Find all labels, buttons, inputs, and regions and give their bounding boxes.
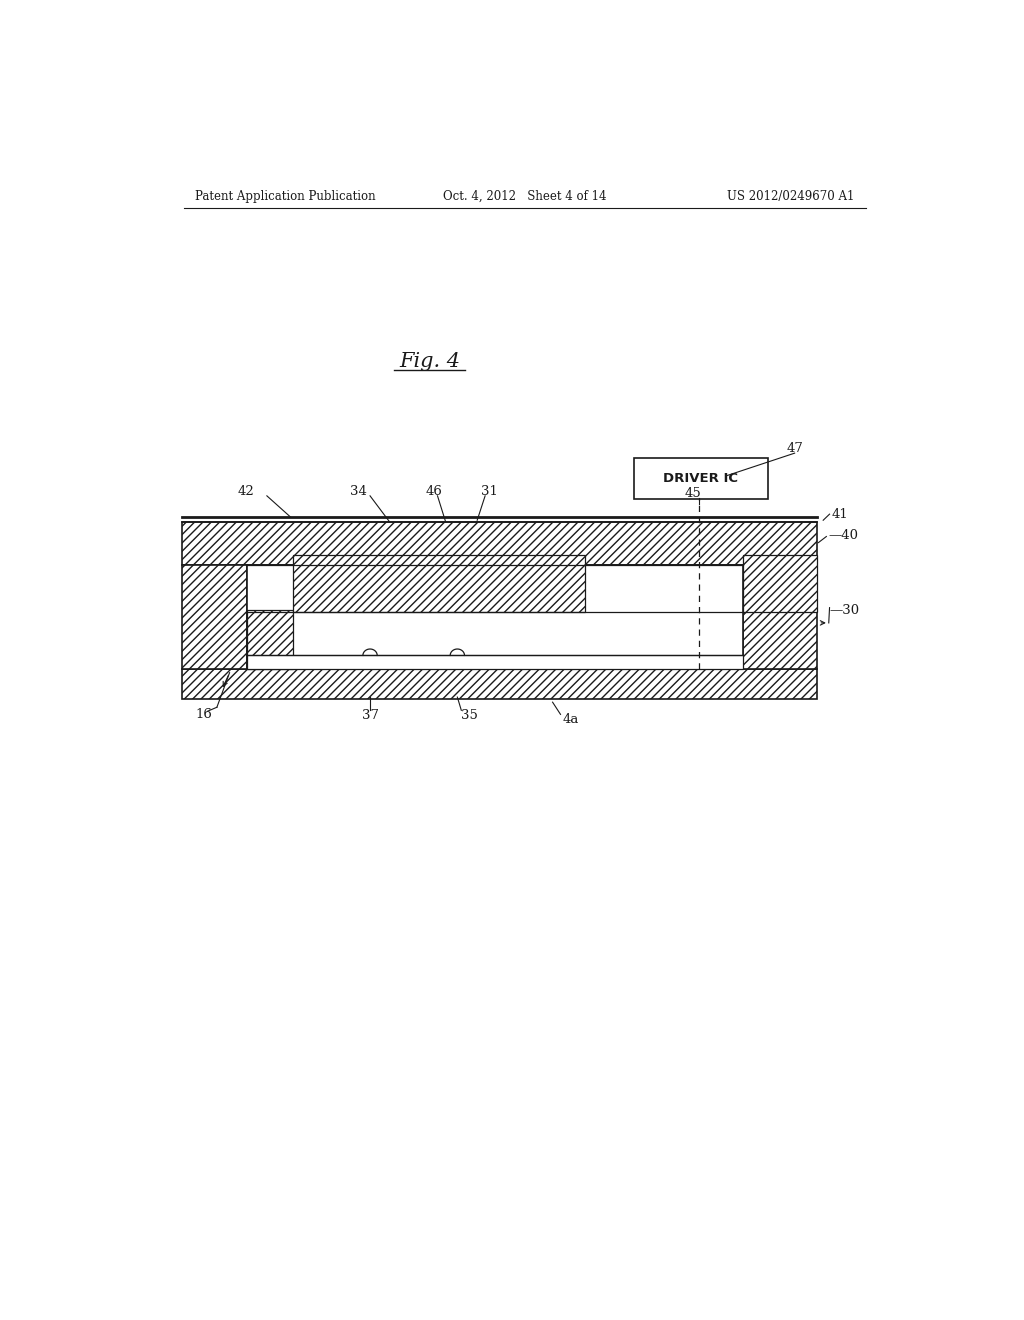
Text: DRIVER IC: DRIVER IC bbox=[664, 473, 738, 484]
Bar bbox=[247, 610, 293, 669]
Bar bbox=[182, 523, 817, 565]
Text: 16: 16 bbox=[196, 708, 213, 721]
Text: 45: 45 bbox=[685, 487, 701, 500]
Bar bbox=[743, 554, 817, 611]
Text: —30: —30 bbox=[829, 605, 860, 618]
Bar bbox=[247, 610, 293, 669]
Text: 31: 31 bbox=[480, 486, 498, 498]
Text: 35: 35 bbox=[461, 709, 477, 722]
Bar bbox=[182, 565, 247, 669]
Bar bbox=[743, 565, 817, 669]
Text: 41: 41 bbox=[831, 508, 848, 520]
Text: 37: 37 bbox=[361, 709, 379, 722]
Bar bbox=[182, 565, 247, 669]
Text: US 2012/0249670 A1: US 2012/0249670 A1 bbox=[727, 190, 854, 202]
Text: 42: 42 bbox=[238, 486, 254, 498]
Text: Fig. 4: Fig. 4 bbox=[399, 352, 460, 371]
Bar bbox=[182, 523, 817, 565]
Text: Oct. 4, 2012   Sheet 4 of 14: Oct. 4, 2012 Sheet 4 of 14 bbox=[443, 190, 606, 202]
Bar bbox=[634, 458, 768, 499]
Bar bbox=[182, 669, 817, 700]
Text: 46: 46 bbox=[425, 486, 442, 498]
Text: 4a: 4a bbox=[562, 713, 579, 726]
Bar bbox=[293, 554, 585, 611]
Text: 47: 47 bbox=[786, 442, 803, 454]
Bar bbox=[743, 565, 817, 669]
Text: 34: 34 bbox=[350, 486, 367, 498]
Bar bbox=[247, 565, 743, 669]
Bar bbox=[182, 669, 817, 700]
Bar bbox=[247, 656, 743, 669]
Bar bbox=[743, 554, 817, 611]
Text: —40: —40 bbox=[828, 529, 858, 543]
Text: Patent Application Publication: Patent Application Publication bbox=[196, 190, 376, 202]
Bar bbox=[293, 554, 585, 611]
